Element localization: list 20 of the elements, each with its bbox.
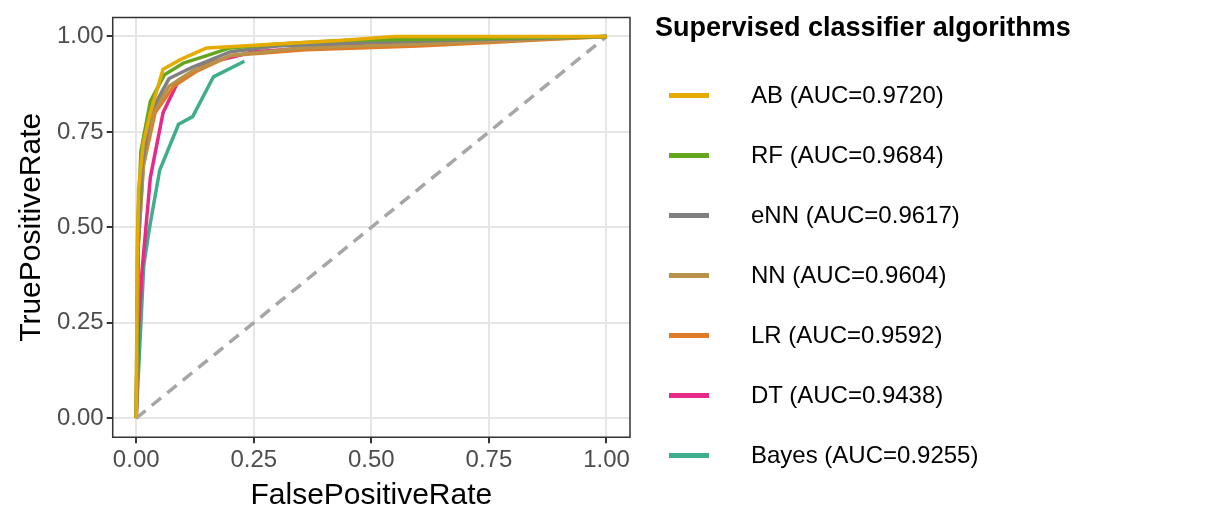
y-tick-label: 0.25: [56, 307, 104, 335]
legend-label: AB (AUC=0.9720): [751, 81, 944, 109]
y-axis-title: TruePositiveRate: [13, 112, 47, 342]
x-tick-label: 1.00: [583, 445, 630, 473]
y-tick-label: 0.00: [56, 402, 104, 430]
x-tick-label: 0.00: [112, 445, 160, 473]
x-tick-label: 0.25: [230, 445, 278, 473]
y-tick-label: 0.75: [56, 116, 104, 144]
legend-label: eNN (AUC=0.9617): [751, 201, 960, 229]
x-axis-title: FalsePositiveRate: [250, 477, 493, 511]
legend-label: LR (AUC=0.9592): [751, 321, 943, 349]
legend-label: NN (AUC=0.9604): [751, 261, 947, 289]
y-tick-label: 1.00: [56, 21, 104, 49]
y-tick-label: 0.50: [56, 211, 104, 239]
legend-label: Bayes (AUC=0.9255): [751, 441, 979, 469]
legend-label: DT (AUC=0.9438): [751, 381, 944, 409]
x-tick-label: 0.50: [348, 445, 395, 473]
legend-label: RF (AUC=0.9684): [751, 141, 944, 169]
legend-title: Supervised classifier algorithms: [655, 12, 1071, 43]
x-tick-label: 0.75: [465, 445, 513, 473]
